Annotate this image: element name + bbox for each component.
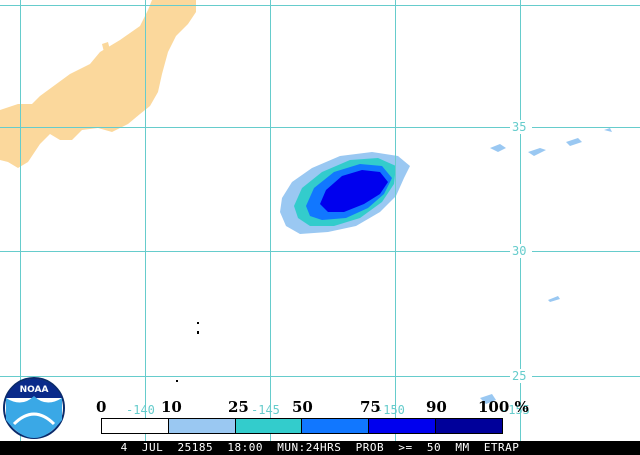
speck-4 [604, 128, 612, 132]
noaa-logo-text: NOAA [20, 385, 49, 395]
legend-swatch-0-10 [102, 419, 169, 433]
legend-swatch-90-100 [436, 419, 502, 433]
speck-8 [197, 331, 199, 334]
legend-swatch-25-50 [235, 419, 303, 433]
speck-6 [480, 394, 496, 404]
speck-1 [490, 144, 506, 152]
graticule [0, 0, 640, 441]
prob-contour-75 [320, 170, 388, 212]
speck-9 [176, 380, 178, 382]
product-footer: 4 JUL 25185 18:00 MUN:24HRS PROB >= 50 M… [0, 441, 640, 455]
scale-label-75: 75 [360, 398, 381, 416]
lon-label-140: -140 [126, 403, 155, 417]
scale-label-25: 25 [228, 398, 249, 416]
scale-label-50: 50 [292, 398, 313, 416]
scale-label-100: 100 % [478, 398, 529, 416]
lon-label-155: -155 [501, 403, 530, 417]
noaa-logo: NOAA [3, 377, 65, 439]
island-2 [102, 42, 110, 52]
lat-label-35: 35 [512, 120, 526, 134]
speck-7 [197, 322, 199, 324]
legend-swatch-75-90 [369, 419, 437, 433]
scale-label-90: 90 [426, 398, 447, 416]
speck-2 [528, 148, 546, 156]
legend-swatch-50-75 [302, 419, 370, 433]
lat-label-25: 25 [512, 369, 526, 383]
speck-5 [548, 296, 560, 302]
japan-landmass [0, 0, 196, 168]
lon-label-150: -150 [376, 403, 405, 417]
legend-swatch-10-25 [168, 419, 236, 433]
scale-label-10: 10 [161, 398, 182, 416]
lon-label-145: -145 [251, 403, 280, 417]
legend-color-bar [101, 418, 503, 434]
scale-label-0: 0 [96, 398, 107, 416]
speck-3 [566, 138, 582, 146]
lat-label-30: 30 [512, 244, 526, 258]
island-1 [0, 124, 26, 146]
